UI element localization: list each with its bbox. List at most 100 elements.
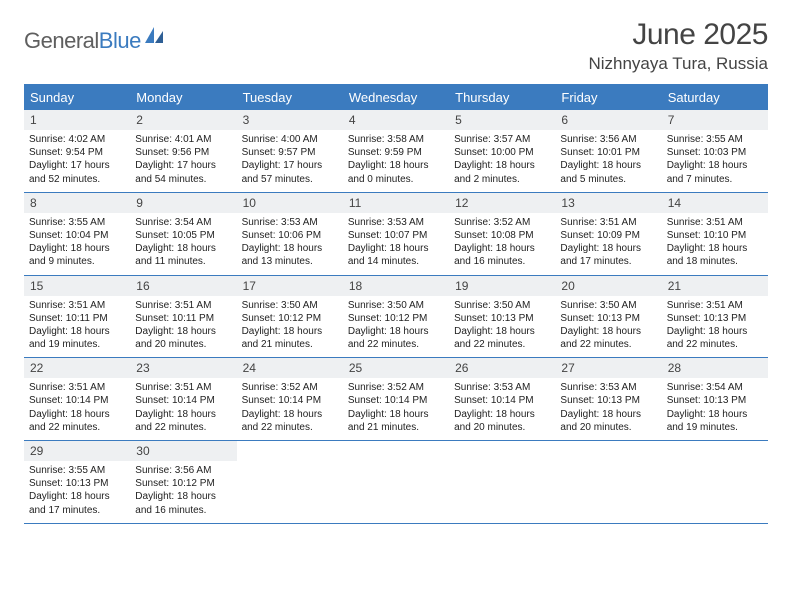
calendar-day-cell: 14Sunrise: 3:51 AMSunset: 10:10 PMDaylig…: [662, 193, 768, 275]
sunset-text: Sunset: 10:13 PM: [560, 394, 656, 407]
sunset-text: Sunset: 9:56 PM: [135, 146, 231, 159]
weekday-header: Wednesday: [343, 86, 449, 110]
daylight-text-1: Daylight: 18 hours: [242, 325, 338, 338]
calendar-day-cell: 15Sunrise: 3:51 AMSunset: 10:11 PMDaylig…: [24, 276, 130, 358]
daylight-text-2: and 11 minutes.: [135, 255, 231, 268]
calendar-week-row: 22Sunrise: 3:51 AMSunset: 10:14 PMDaylig…: [24, 358, 768, 441]
daylight-text-2: and 20 minutes.: [135, 338, 231, 351]
daylight-text-2: and 19 minutes.: [667, 421, 763, 434]
daylight-text-1: Daylight: 18 hours: [560, 242, 656, 255]
day-number: 15: [24, 276, 130, 296]
daylight-text-1: Daylight: 18 hours: [667, 159, 763, 172]
sunset-text: Sunset: 10:07 PM: [348, 229, 444, 242]
daylight-text-1: Daylight: 17 hours: [242, 159, 338, 172]
sunset-text: Sunset: 10:04 PM: [29, 229, 125, 242]
daylight-text-1: Daylight: 18 hours: [348, 242, 444, 255]
calendar-day-cell: 7Sunrise: 3:55 AMSunset: 10:03 PMDayligh…: [662, 110, 768, 192]
day-number: 17: [237, 276, 343, 296]
sunset-text: Sunset: 10:11 PM: [29, 312, 125, 325]
daylight-text-2: and 16 minutes.: [454, 255, 550, 268]
daylight-text-2: and 22 minutes.: [348, 338, 444, 351]
daylight-text-2: and 22 minutes.: [454, 338, 550, 351]
daylight-text-1: Daylight: 18 hours: [454, 408, 550, 421]
daylight-text-2: and 13 minutes.: [242, 255, 338, 268]
daylight-text-1: Daylight: 18 hours: [29, 408, 125, 421]
calendar-day-cell: 19Sunrise: 3:50 AMSunset: 10:13 PMDaylig…: [449, 276, 555, 358]
daylight-text-2: and 18 minutes.: [667, 255, 763, 268]
sunset-text: Sunset: 10:13 PM: [667, 394, 763, 407]
day-number: 4: [343, 110, 449, 130]
calendar-day-cell: .: [662, 441, 768, 523]
day-details: Sunrise: 3:54 AMSunset: 10:05 PMDaylight…: [130, 213, 236, 275]
daylight-text-1: Daylight: 18 hours: [348, 408, 444, 421]
day-details: Sunrise: 3:51 AMSunset: 10:14 PMDaylight…: [130, 378, 236, 440]
sunrise-text: Sunrise: 3:54 AM: [135, 216, 231, 229]
calendar-day-cell: 21Sunrise: 3:51 AMSunset: 10:13 PMDaylig…: [662, 276, 768, 358]
sunset-text: Sunset: 10:03 PM: [667, 146, 763, 159]
sunrise-text: Sunrise: 3:50 AM: [454, 299, 550, 312]
day-details: Sunrise: 3:50 AMSunset: 10:13 PMDaylight…: [449, 296, 555, 358]
calendar-day-cell: 17Sunrise: 3:50 AMSunset: 10:12 PMDaylig…: [237, 276, 343, 358]
header: GeneralBlue June 2025 Nizhnyaya Tura, Ru…: [24, 18, 768, 74]
daylight-text-1: Daylight: 18 hours: [560, 159, 656, 172]
sunset-text: Sunset: 9:54 PM: [29, 146, 125, 159]
day-details: Sunrise: 3:56 AMSunset: 10:12 PMDaylight…: [130, 461, 236, 523]
daylight-text-2: and 19 minutes.: [29, 338, 125, 351]
calendar-day-cell: 25Sunrise: 3:52 AMSunset: 10:14 PMDaylig…: [343, 358, 449, 440]
sunset-text: Sunset: 10:10 PM: [667, 229, 763, 242]
daylight-text-2: and 21 minutes.: [242, 338, 338, 351]
calendar-day-cell: 29Sunrise: 3:55 AMSunset: 10:13 PMDaylig…: [24, 441, 130, 523]
day-details: Sunrise: 3:55 AMSunset: 10:03 PMDaylight…: [662, 130, 768, 192]
logo-text: GeneralBlue: [24, 28, 141, 54]
day-number: 14: [662, 193, 768, 213]
daylight-text-1: Daylight: 18 hours: [454, 242, 550, 255]
daylight-text-2: and 0 minutes.: [348, 173, 444, 186]
sunrise-text: Sunrise: 3:52 AM: [348, 381, 444, 394]
day-number: 24: [237, 358, 343, 378]
calendar-page: GeneralBlue June 2025 Nizhnyaya Tura, Ru…: [0, 0, 792, 534]
daylight-text-2: and 22 minutes.: [560, 338, 656, 351]
daylight-text-1: Daylight: 18 hours: [135, 490, 231, 503]
calendar-day-cell: 28Sunrise: 3:54 AMSunset: 10:13 PMDaylig…: [662, 358, 768, 440]
logo: GeneralBlue: [24, 28, 165, 54]
daylight-text-2: and 16 minutes.: [135, 504, 231, 517]
daylight-text-2: and 22 minutes.: [29, 421, 125, 434]
daylight-text-1: Daylight: 18 hours: [29, 242, 125, 255]
day-number: 11: [343, 193, 449, 213]
calendar-week-row: 29Sunrise: 3:55 AMSunset: 10:13 PMDaylig…: [24, 441, 768, 524]
day-details: Sunrise: 4:00 AMSunset: 9:57 PMDaylight:…: [237, 130, 343, 192]
weekday-header: Sunday: [24, 86, 130, 110]
day-details: Sunrise: 3:53 AMSunset: 10:07 PMDaylight…: [343, 213, 449, 275]
calendar-day-cell: .: [449, 441, 555, 523]
daylight-text-1: Daylight: 17 hours: [135, 159, 231, 172]
calendar-day-cell: 6Sunrise: 3:56 AMSunset: 10:01 PMDayligh…: [555, 110, 661, 192]
calendar-day-cell: 22Sunrise: 3:51 AMSunset: 10:14 PMDaylig…: [24, 358, 130, 440]
day-number: 19: [449, 276, 555, 296]
daylight-text-1: Daylight: 18 hours: [242, 242, 338, 255]
day-number: 30: [130, 441, 236, 461]
title-block: June 2025 Nizhnyaya Tura, Russia: [588, 18, 768, 74]
day-number: 28: [662, 358, 768, 378]
sunrise-text: Sunrise: 4:01 AM: [135, 133, 231, 146]
sunrise-text: Sunrise: 3:53 AM: [348, 216, 444, 229]
daylight-text-1: Daylight: 18 hours: [29, 490, 125, 503]
day-details: Sunrise: 3:56 AMSunset: 10:01 PMDaylight…: [555, 130, 661, 192]
day-details: Sunrise: 3:51 AMSunset: 10:14 PMDaylight…: [24, 378, 130, 440]
title-month: June 2025: [588, 18, 768, 52]
daylight-text-1: Daylight: 18 hours: [135, 242, 231, 255]
weekday-header: Friday: [555, 86, 661, 110]
daylight-text-2: and 2 minutes.: [454, 173, 550, 186]
day-number: 26: [449, 358, 555, 378]
sunrise-text: Sunrise: 4:00 AM: [242, 133, 338, 146]
sunset-text: Sunset: 10:09 PM: [560, 229, 656, 242]
sunset-text: Sunset: 10:13 PM: [560, 312, 656, 325]
daylight-text-1: Daylight: 18 hours: [454, 325, 550, 338]
sunset-text: Sunset: 10:12 PM: [242, 312, 338, 325]
day-details: Sunrise: 4:02 AMSunset: 9:54 PMDaylight:…: [24, 130, 130, 192]
sunrise-text: Sunrise: 3:51 AM: [667, 299, 763, 312]
sunset-text: Sunset: 10:05 PM: [135, 229, 231, 242]
day-details: Sunrise: 3:51 AMSunset: 10:10 PMDaylight…: [662, 213, 768, 275]
calendar-day-cell: .: [555, 441, 661, 523]
day-details: Sunrise: 4:01 AMSunset: 9:56 PMDaylight:…: [130, 130, 236, 192]
day-details: Sunrise: 3:55 AMSunset: 10:13 PMDaylight…: [24, 461, 130, 523]
